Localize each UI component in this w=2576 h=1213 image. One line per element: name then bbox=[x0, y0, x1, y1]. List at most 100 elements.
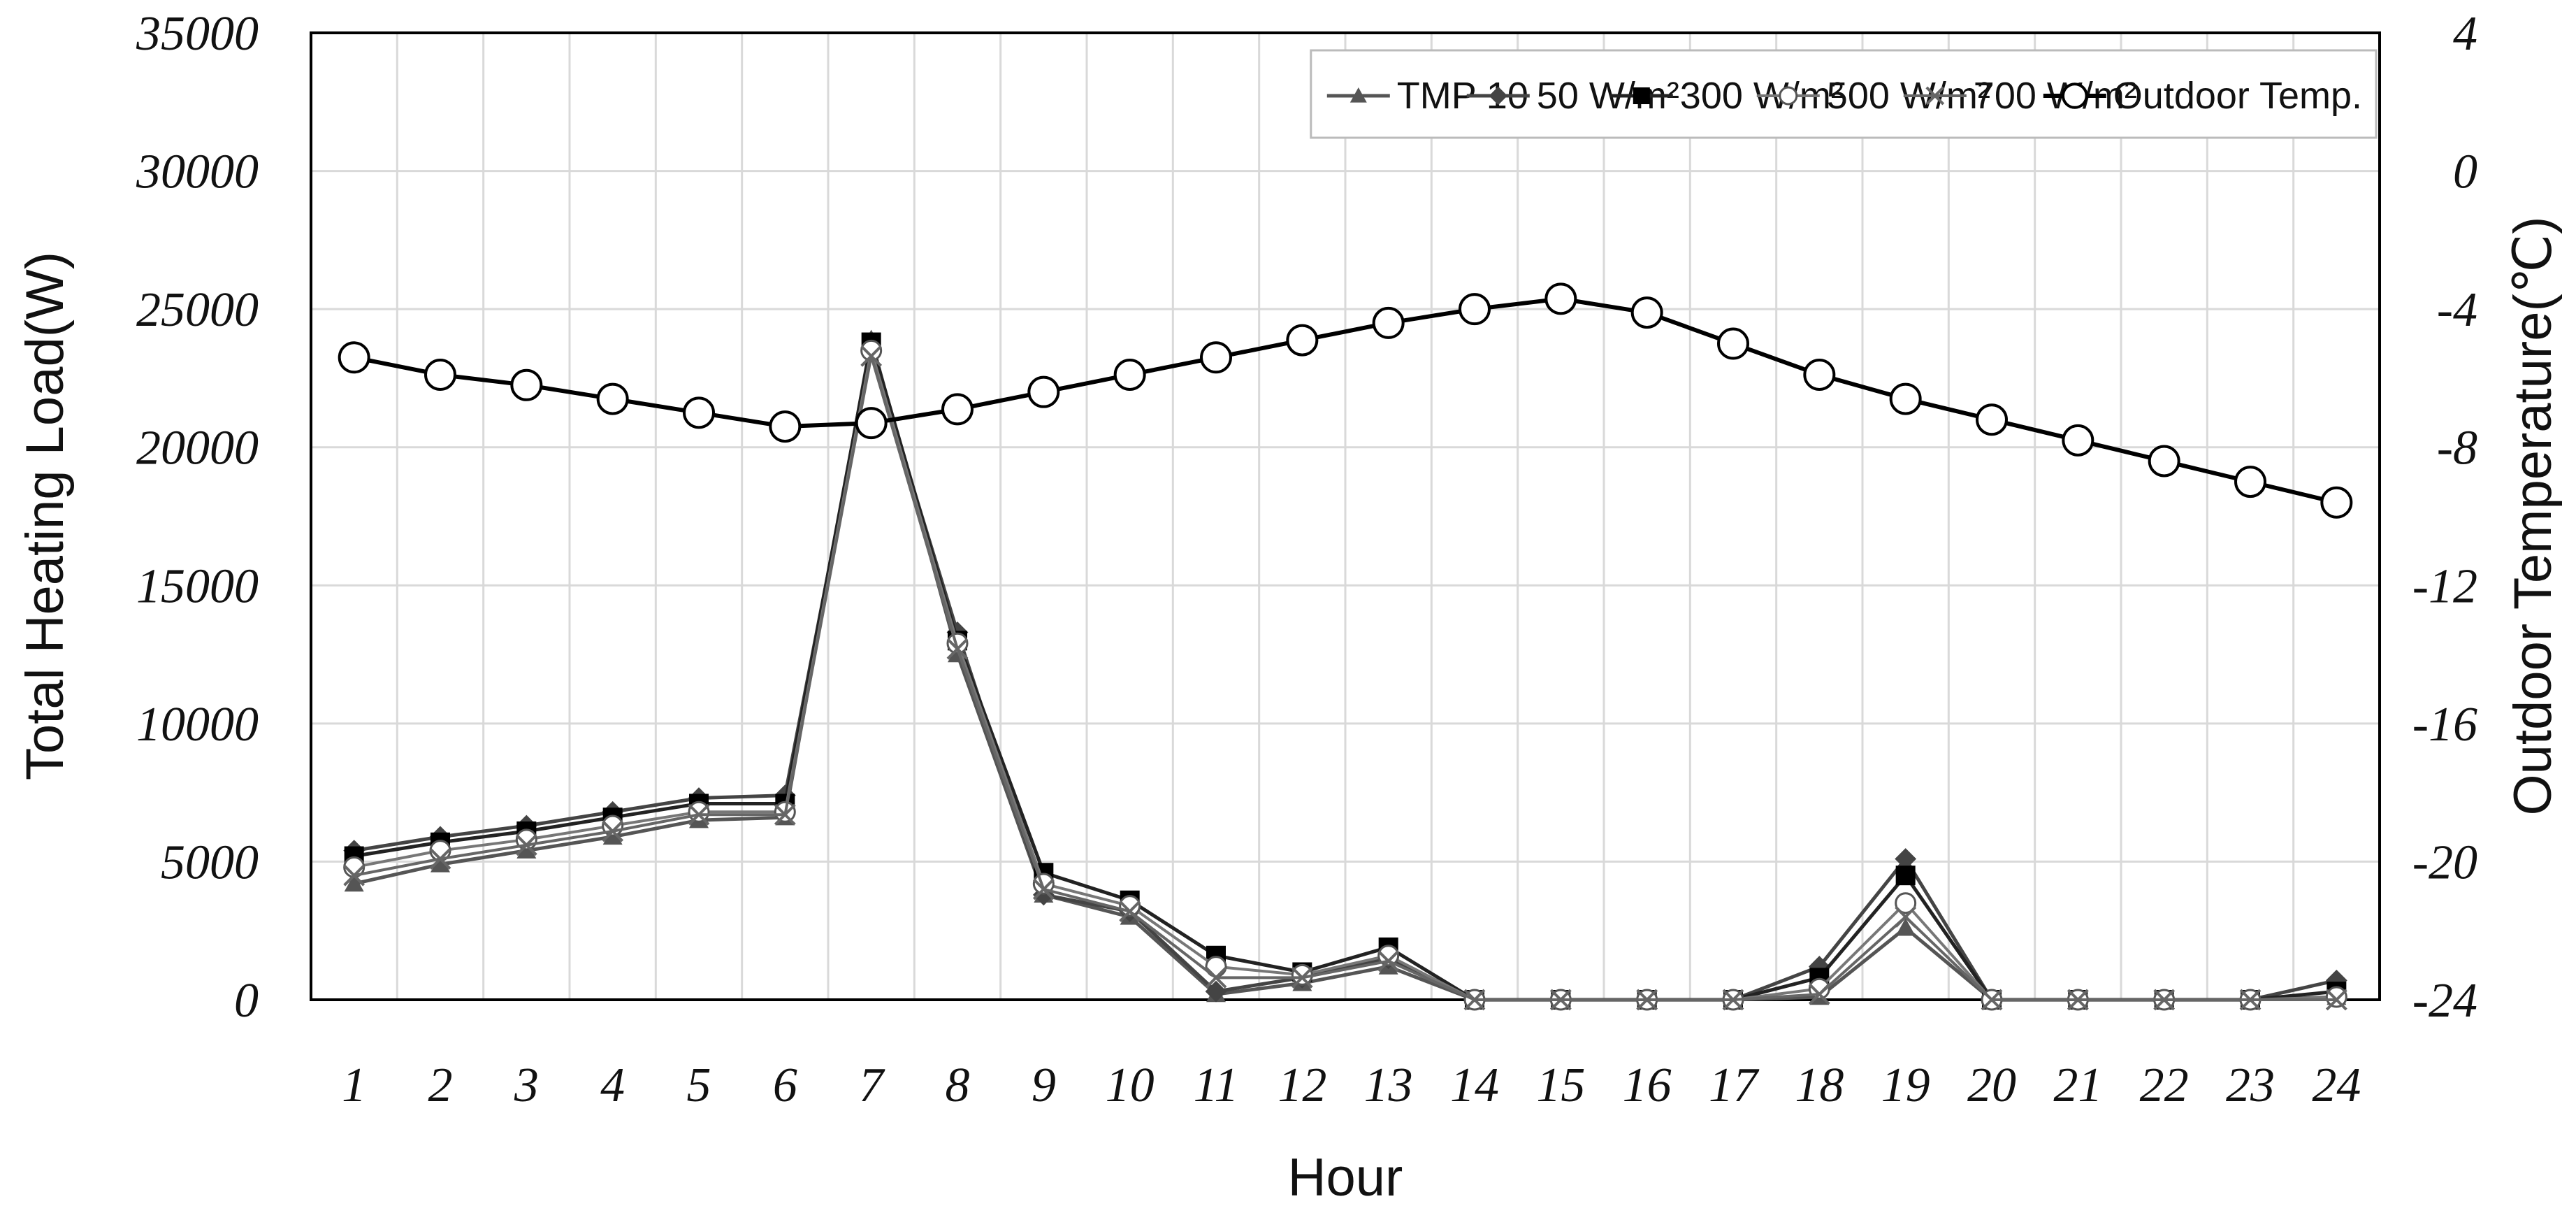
y-tick-label: 35000 bbox=[136, 7, 259, 61]
circle-marker bbox=[769, 410, 802, 443]
y2-tick-label: -16 bbox=[2412, 698, 2477, 752]
x-marker bbox=[2325, 989, 2347, 1011]
y-tick-label: 25000 bbox=[136, 283, 259, 337]
y2-tick-label: 4 bbox=[2453, 7, 2477, 61]
circle-marker bbox=[1291, 963, 1313, 986]
y2-tick-label: -8 bbox=[2437, 422, 2477, 475]
circle-marker bbox=[2325, 986, 2347, 1008]
circle-marker bbox=[1717, 327, 1749, 360]
circle-marker bbox=[2148, 445, 2180, 478]
series-lines bbox=[338, 282, 2353, 1011]
x-marker bbox=[1377, 950, 1400, 972]
x-tick-label: 4 bbox=[600, 1058, 625, 1112]
triangle-marker bbox=[344, 874, 364, 892]
x-marker-stroke bbox=[515, 834, 537, 856]
x-marker bbox=[343, 864, 366, 887]
x-marker bbox=[429, 848, 451, 870]
x-marker-stroke bbox=[1119, 900, 1141, 922]
x-marker bbox=[1636, 989, 1658, 1011]
series-700-w-m- bbox=[343, 345, 2347, 1011]
y2-tick-label: -24 bbox=[2412, 974, 2477, 1028]
x-marker bbox=[1463, 989, 1486, 1011]
plot-area-frame bbox=[310, 31, 2381, 1001]
legend-label: Outdoor Temp. bbox=[2113, 75, 2362, 117]
x-marker-stroke bbox=[1463, 989, 1486, 1011]
x-tick-label: 14 bbox=[1450, 1058, 1499, 1112]
y-tick-label: 20000 bbox=[136, 422, 259, 475]
circle-marker bbox=[1803, 358, 1836, 391]
circle-marker bbox=[941, 393, 974, 426]
x-marker-stroke bbox=[343, 864, 366, 887]
x-tick-label: 3 bbox=[514, 1058, 539, 1112]
series-line bbox=[354, 354, 2337, 1001]
x-marker bbox=[2153, 989, 2176, 1011]
y2-tick-label: -4 bbox=[2437, 283, 2477, 337]
x-marker-stroke bbox=[1205, 966, 1227, 989]
x-marker bbox=[1925, 86, 1945, 106]
x-tick-label: 11 bbox=[1194, 1058, 1239, 1112]
triangle-marker bbox=[430, 854, 450, 873]
x-tick-label: 5 bbox=[687, 1058, 711, 1112]
diamond-marker bbox=[1808, 956, 1830, 977]
triangle-marker bbox=[1895, 918, 1916, 936]
x-tick-label: 2 bbox=[428, 1058, 453, 1112]
x-axis-ticks: 1 2 3 4 5 6 7 8 9 10 11 12 13 14 15 16 17 18 19 20 21 22 23 24 bbox=[342, 1058, 2361, 1112]
y2-tick-label: -20 bbox=[2412, 835, 2477, 889]
diamond-marker bbox=[2325, 969, 2347, 991]
y-tick-label: 5000 bbox=[161, 835, 259, 889]
x-tick-label: 20 bbox=[1967, 1058, 2016, 1112]
series-outdoor-temp- bbox=[338, 282, 2353, 519]
x-marker bbox=[1119, 900, 1141, 922]
x-tick-label: 13 bbox=[1364, 1058, 1413, 1112]
y-axis-title: Total Heating Load(W) bbox=[15, 252, 75, 780]
x-marker-stroke bbox=[602, 820, 624, 842]
y-tick-label: 0 bbox=[234, 974, 259, 1028]
circle-marker bbox=[683, 396, 715, 429]
x-marker bbox=[1032, 878, 1055, 900]
circle-marker bbox=[1889, 382, 1922, 415]
x-tick-label: 1 bbox=[342, 1058, 366, 1112]
x-tick-label: 6 bbox=[773, 1058, 797, 1112]
x-marker bbox=[1291, 966, 1313, 989]
legend-item: TMP 10 bbox=[1326, 75, 1528, 117]
x-tick-label: 16 bbox=[1623, 1058, 1672, 1112]
circle-marker bbox=[596, 382, 629, 415]
legend-item: 50 W/m² bbox=[1466, 75, 1679, 117]
circle-marker bbox=[1286, 324, 1319, 357]
x-marker-stroke bbox=[2325, 989, 2347, 1011]
circle-marker bbox=[1895, 892, 1917, 914]
x-marker-stroke bbox=[1981, 989, 2003, 1011]
circle-marker bbox=[1113, 358, 1146, 391]
x-marker-stroke bbox=[946, 638, 969, 660]
x-tick-label: 12 bbox=[1278, 1058, 1326, 1112]
x-marker bbox=[946, 638, 969, 660]
x-marker-stroke bbox=[1032, 878, 1055, 900]
x-tick-label: 17 bbox=[1709, 1058, 1760, 1112]
y2-tick-label: 0 bbox=[2453, 145, 2477, 199]
x-marker-stroke bbox=[1549, 989, 1572, 1011]
x-marker-stroke bbox=[1895, 906, 1917, 928]
circle-marker bbox=[1544, 282, 1577, 315]
circle-marker bbox=[688, 801, 710, 823]
x-marker bbox=[774, 803, 796, 826]
x-marker-stroke bbox=[1291, 966, 1313, 989]
y-tick-label: 15000 bbox=[136, 559, 259, 613]
x-marker-stroke bbox=[1722, 989, 1744, 1011]
x-tick-label: 8 bbox=[946, 1058, 970, 1112]
x-marker bbox=[1808, 983, 1830, 1005]
x-tick-label: 15 bbox=[1536, 1058, 1585, 1112]
square-marker bbox=[1895, 866, 1916, 886]
circle-marker bbox=[2061, 82, 2088, 109]
x-marker bbox=[1205, 966, 1227, 989]
circle-marker bbox=[424, 358, 456, 391]
x-marker-stroke bbox=[1636, 989, 1658, 1011]
x-marker-stroke bbox=[688, 803, 710, 826]
x-marker-stroke bbox=[2067, 989, 2089, 1011]
x-tick-label: 24 bbox=[2312, 1058, 2361, 1112]
grid-lines bbox=[311, 33, 2380, 1000]
circle-marker bbox=[2062, 424, 2094, 457]
x-tick-label: 22 bbox=[2140, 1058, 2189, 1112]
x-marker-stroke bbox=[1925, 86, 1945, 106]
